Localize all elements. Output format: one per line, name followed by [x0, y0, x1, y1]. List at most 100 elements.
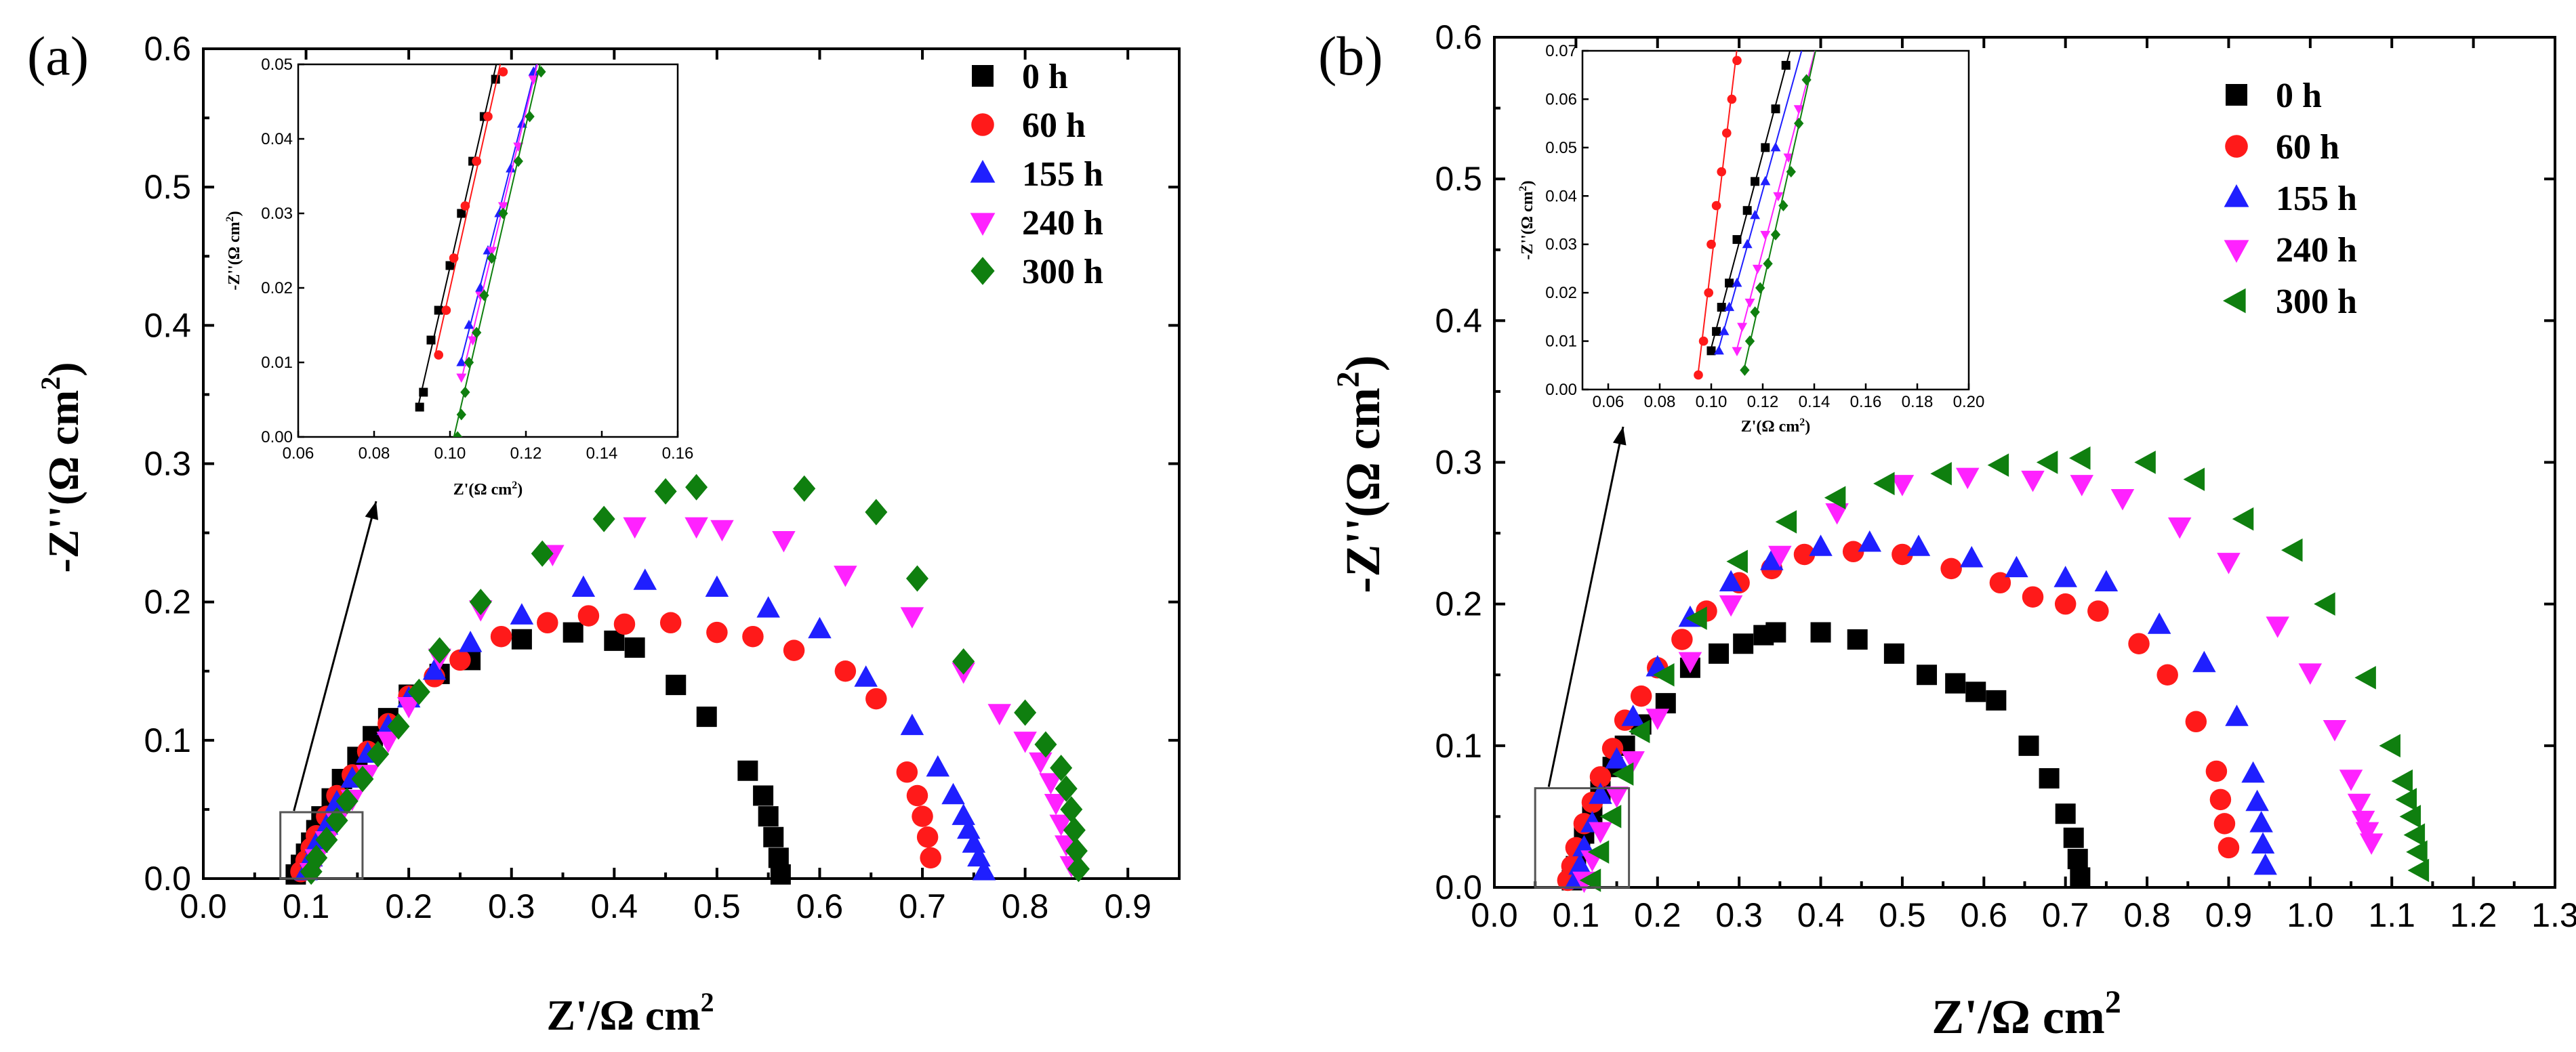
data-point: [896, 761, 918, 783]
legend-marker: [970, 160, 996, 183]
inset-data-point: [464, 319, 474, 329]
panel-a: (a)0.0 0.1 0.2 0.3 0.4 0.5 0.6 0.7 0.8 0.90.00.10…: [27, 25, 1181, 1039]
inset-data-point: [441, 306, 451, 315]
data-point: [2021, 470, 2045, 492]
data-point: [2087, 600, 2109, 622]
inset-x-tick-label: 0.08: [359, 444, 390, 463]
inset-data-point: [483, 112, 493, 121]
inset-data-point: [1771, 104, 1780, 114]
inset-data-point: [487, 252, 497, 264]
data-point: [2054, 593, 2077, 615]
y-tick-label: 0.1: [144, 721, 191, 759]
data-point: [1719, 595, 1743, 617]
data-point: [2251, 832, 2275, 854]
inset-y-tick-label: 0.06: [1545, 90, 1577, 108]
inset-data-point: [453, 431, 463, 437]
inset-data-point: [1770, 142, 1781, 152]
inset-data-point: [1706, 239, 1716, 249]
x-tick-label: 0.3: [488, 887, 535, 925]
inset-data-point: [1732, 277, 1742, 287]
data-point: [2314, 592, 2335, 616]
inset-series-300h: [1740, 51, 1816, 376]
x-tick-label: 0.7: [899, 887, 946, 925]
inset-data-point: [1744, 335, 1755, 348]
data-point: [1726, 549, 1748, 574]
data-point: [742, 625, 764, 648]
data-point: [1039, 773, 1063, 795]
data-point: [2253, 853, 2277, 875]
inset-data-point: [1744, 298, 1755, 308]
data-point: [1605, 786, 1629, 808]
data-point: [710, 520, 734, 542]
inset-data-point: [419, 387, 428, 397]
data-point: [2281, 538, 2303, 562]
inset-x-tick-label: 0.08: [1644, 393, 1676, 411]
y-axis-title-main: -Z''(Ω cm: [39, 390, 87, 573]
data-point: [1568, 853, 1592, 875]
inset-data-point: [1801, 74, 1812, 86]
data-point: [941, 782, 965, 805]
legend-marker: [2225, 135, 2248, 158]
data-point: [2070, 867, 2091, 888]
inset-data-point: [536, 66, 546, 78]
inset-data-point: [426, 335, 436, 345]
data-point: [1621, 704, 1645, 726]
data-point: [834, 660, 857, 682]
zoom-arrow-head: [1612, 427, 1627, 446]
inset-y-axis-title: -Z''(Ω cm2): [224, 211, 243, 290]
zoom-arrow: [1547, 426, 1624, 787]
inset-plot-area: [415, 64, 546, 437]
inset-y-tick-label: 0.01: [261, 354, 293, 372]
data-point: [1645, 709, 1670, 730]
data-point: [469, 589, 492, 616]
data-point: [367, 740, 390, 767]
x-tick-label: 0.4: [591, 887, 638, 925]
data-point: [758, 806, 779, 827]
inset-y-tick-label: 0.02: [1545, 284, 1577, 302]
inset-data-point: [457, 209, 466, 218]
panel-label: (a): [27, 25, 89, 87]
data-point: [912, 805, 933, 827]
inset-x-title-main: Z'(Ω cm: [1741, 418, 1800, 436]
inset-y-axis-title: -Z''(Ω cm2): [1517, 180, 1536, 259]
data-point: [705, 575, 729, 597]
inset-data-point: [1732, 235, 1742, 245]
x-tick-label: 0.0: [180, 887, 227, 925]
data-point: [1765, 622, 1786, 643]
inset-fit-line: [1717, 51, 1803, 352]
data-point: [623, 517, 647, 539]
inset-x-tick-label: 0.18: [1902, 393, 1934, 411]
data-point: [906, 784, 928, 807]
inset-series-0h: [1706, 51, 1791, 356]
data-point: [1599, 805, 1622, 828]
inset-data-point: [1706, 346, 1716, 356]
inset-x-axis-title: Z'(Ω cm2): [453, 480, 523, 499]
data-point: [952, 803, 975, 825]
data-point: [900, 713, 924, 736]
inset-x-tick-label: 0.12: [1747, 393, 1779, 411]
x-tick-label: 0.7: [2042, 896, 2089, 934]
inset-y-tick-label: 0.00: [261, 428, 293, 446]
inset-y-tick-label: 0.03: [1545, 236, 1577, 254]
data-point: [407, 678, 430, 705]
legend-marker: [972, 65, 994, 87]
x-tick-label: 0.2: [1634, 896, 1681, 934]
inset-y-title-main: -Z''(Ω cm: [226, 222, 243, 290]
inset-data-point: [1717, 167, 1727, 177]
inset-data-point: [528, 66, 539, 76]
data-point: [531, 540, 554, 567]
inset-data-point: [479, 289, 489, 301]
data-point: [1825, 503, 1849, 525]
data-point: [659, 612, 682, 634]
inset-data-point: [445, 261, 455, 270]
data-point: [1589, 782, 1612, 804]
data-point: [2395, 788, 2417, 812]
data-point: [685, 474, 708, 501]
data-point: [1612, 762, 1634, 786]
inset-data-point: [1750, 306, 1760, 318]
data-point: [490, 625, 512, 648]
inset-fit-line: [1709, 51, 1791, 352]
x-tick-label: 0.5: [1879, 896, 1926, 934]
x-tick-label: 1.3: [2531, 896, 2576, 934]
inset-x-tick-label: 0.10: [434, 444, 466, 463]
